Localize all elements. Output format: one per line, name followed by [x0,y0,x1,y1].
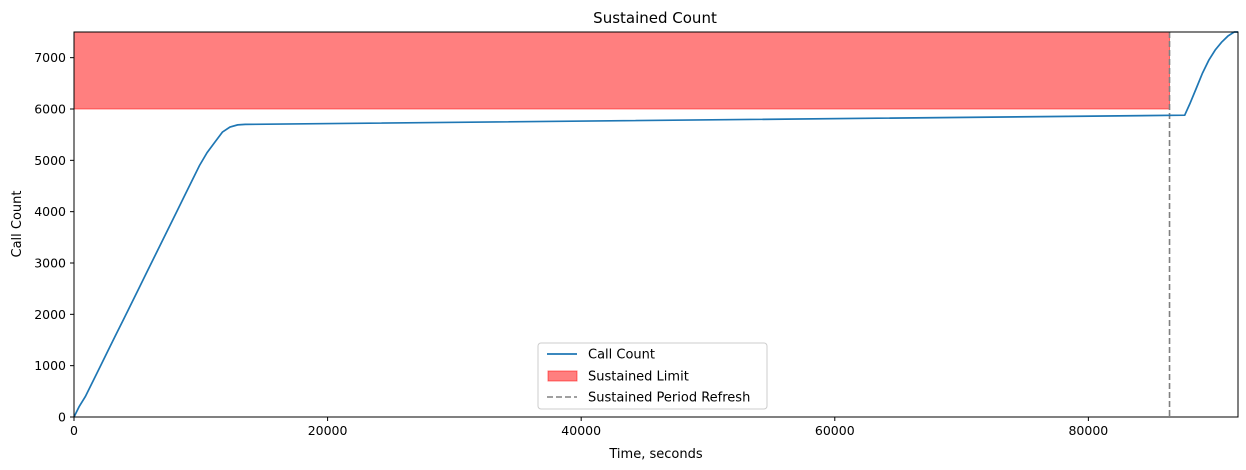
x-tick-label: 80000 [1068,423,1108,438]
x-tick-label: 40000 [561,423,601,438]
legend-label: Call Count [588,348,655,363]
sustained-limit-region [73,31,1171,110]
legend: Call Count Sustained Limit Sustained Perio… [537,342,768,410]
y-tick-label: 6000 [34,102,66,117]
y-tick-label: 5000 [34,153,66,168]
y-tick-label: 7000 [34,50,66,65]
x-axis-title: Time, seconds [608,447,702,462]
y-tick-label: 3000 [34,256,66,271]
legend-label: Sustained Limit [588,370,689,385]
x-tick-label: 0 [70,423,78,438]
y-axis-title: Call Count [10,190,25,257]
x-tick-label: 20000 [308,423,348,438]
y-tick-label: 4000 [34,204,66,219]
x-tick-label: 60000 [815,423,855,438]
y-tick-label: 0 [58,410,66,425]
legend-box [537,342,768,410]
legend-sustained-limit-swatch [547,370,578,382]
plot-frame [73,31,1239,418]
call-count-line [73,31,1238,418]
y-tick-label: 1000 [34,358,66,373]
y-tick-label: 2000 [34,307,66,322]
legend-label: Sustained Period Refresh [588,391,750,406]
chart-title: Sustained Count [593,9,717,27]
